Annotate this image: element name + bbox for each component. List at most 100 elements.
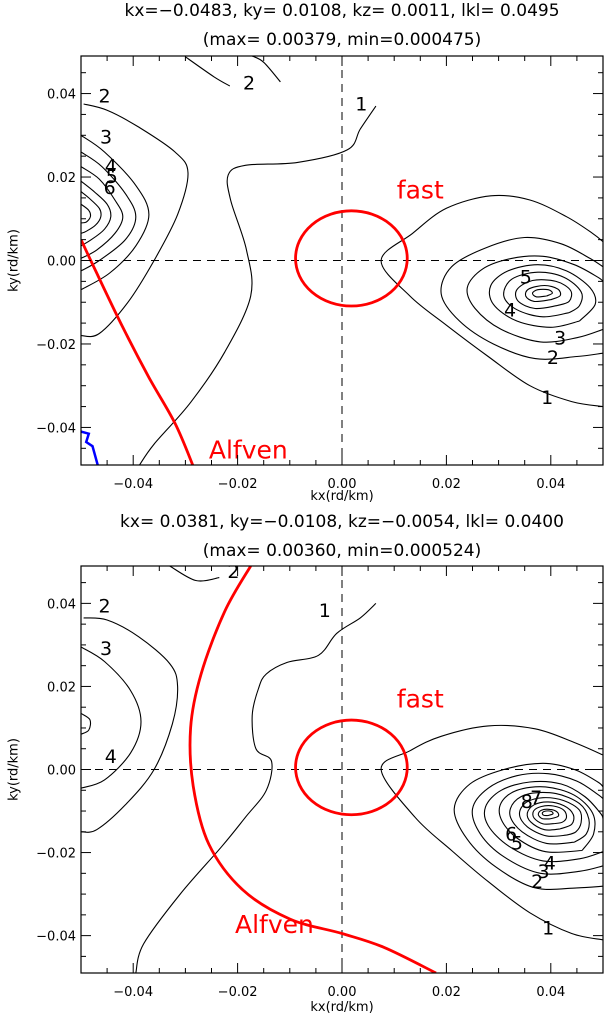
contour-line-5 [503, 271, 583, 318]
y-axis-label: ky(rd/km) [7, 738, 22, 801]
contour-line-8 [526, 801, 575, 831]
contour-line-2 [251, 56, 281, 83]
x-tick-label: 0.04 [536, 985, 565, 1000]
contour-line-4 [483, 780, 603, 863]
blue-trace [81, 430, 99, 465]
y-tick-label: 0.00 [47, 255, 76, 270]
chart-title: kx=−0.0483, ky= 0.0108, kz= 0.0011, lkl=… [124, 1, 559, 21]
x-axis-label: kx(rd/km) [310, 1000, 373, 1015]
annotation-alfven: Alfven [209, 435, 288, 464]
fast-circle [294, 209, 409, 308]
contour-label: 2 [243, 72, 255, 94]
x-tick-label: −0.04 [113, 477, 153, 492]
x-tick-label: −0.04 [113, 985, 153, 1000]
contour-line-9 [532, 805, 568, 825]
contour-line-7 [524, 284, 562, 303]
contour-line-5 [81, 166, 124, 259]
contour-label: 1 [542, 917, 554, 939]
x-tick-label: 0.02 [432, 477, 461, 492]
axis-ticks [80, 566, 604, 973]
x-tick-label: −0.02 [218, 985, 258, 1000]
x-axis-label: kx(rd/km) [310, 489, 373, 504]
contour-line-2 [81, 617, 179, 833]
contour-label: 5 [520, 266, 532, 288]
contour-label: 3 [554, 328, 566, 350]
contour-label: 1 [355, 94, 367, 116]
x-tick-label: 0.00 [328, 477, 357, 492]
contour-label: 4 [504, 300, 516, 322]
contour-line-7 [518, 797, 583, 837]
chart-subtitle: (max= 0.00360, min=0.000524) [203, 541, 481, 561]
y-tick-label: −0.02 [36, 847, 76, 862]
contour-label: 2 [531, 871, 543, 893]
contour-line-10 [537, 808, 560, 820]
contour-label: 4 [544, 853, 556, 875]
contour-label: 2 [98, 595, 110, 617]
contour-label: 5 [511, 833, 523, 855]
contour-line-5 [498, 786, 596, 853]
contour-line-3 [81, 646, 142, 789]
y-tick-label: −0.04 [36, 421, 76, 436]
alfven-curve [81, 239, 194, 465]
y-tick-label: 0.04 [47, 597, 76, 612]
contour-line-4 [81, 712, 92, 735]
contour-label: 6 [104, 177, 116, 199]
contour-label: 4 [105, 155, 117, 177]
annotation-fast: fast [397, 175, 444, 204]
contour-label: 6 [505, 823, 517, 845]
contour-line-1 [139, 105, 377, 465]
y-tick-label: 0.00 [47, 764, 76, 779]
contour-line-3 [471, 772, 603, 875]
chart-panel-2: kx= 0.0381, ky=−0.0108, kz=−0.0054, lkl=… [7, 512, 604, 1015]
x-tick-label: 0.02 [432, 985, 461, 1000]
chart-title: kx= 0.0381, ky=−0.0108, kz=−0.0054, lkl=… [120, 512, 564, 532]
y-tick-label: 0.04 [47, 88, 76, 103]
contour-line-7 [81, 191, 102, 234]
contour-line-3 [466, 255, 603, 343]
contour-line-6 [514, 279, 573, 310]
contour-line-2 [453, 762, 603, 890]
contour-line-4 [81, 151, 137, 272]
contour-label: 3 [100, 638, 112, 660]
contour-label: 5 [106, 166, 118, 188]
contour-label: 2 [547, 347, 559, 369]
contour-line-2 [169, 566, 220, 582]
y-tick-label: −0.04 [36, 930, 76, 945]
x-tick-label: 0.04 [536, 477, 565, 492]
contour-label: 7 [530, 787, 542, 809]
chart-panel-1: kx=−0.0483, ky= 0.0108, kz= 0.0011, lkl=… [7, 1, 604, 504]
contour-label: 8 [521, 791, 533, 813]
contour-line-1 [380, 194, 603, 408]
contour-line-1 [135, 602, 377, 973]
x-tick-label: 0.00 [328, 985, 357, 1000]
x-tick-label: −0.02 [218, 477, 258, 492]
fast-circle [294, 718, 409, 817]
contour-line-1 [380, 724, 603, 941]
contour-line-2 [185, 56, 231, 87]
contour-line-2 [81, 103, 189, 338]
contour-line-4 [488, 264, 597, 328]
contour-line-8 [531, 288, 553, 298]
contour-line-6 [81, 180, 112, 247]
annotation-alfven: Alfven [235, 910, 314, 939]
contour-label: 1 [319, 600, 331, 622]
contour-label: 2 [98, 86, 110, 108]
contour-line-2 [440, 236, 603, 360]
y-tick-label: 0.02 [47, 171, 76, 186]
alfven-curve [188, 566, 437, 973]
contour-line-6 [509, 791, 590, 845]
y-tick-label: 0.02 [47, 680, 76, 695]
contour-label: 3 [100, 127, 112, 149]
y-tick-label: −0.02 [36, 338, 76, 353]
contour-line-8 [81, 203, 92, 224]
contour-label: 4 [105, 746, 117, 768]
contour-line-11 [541, 810, 554, 817]
annotation-fast: fast [397, 685, 444, 714]
contour-line-3 [81, 134, 150, 291]
chart-subtitle: (max= 0.00379, min=0.000475) [203, 30, 481, 50]
axis-ticks [80, 56, 604, 465]
y-axis-label: ky(rd/km) [7, 229, 22, 292]
